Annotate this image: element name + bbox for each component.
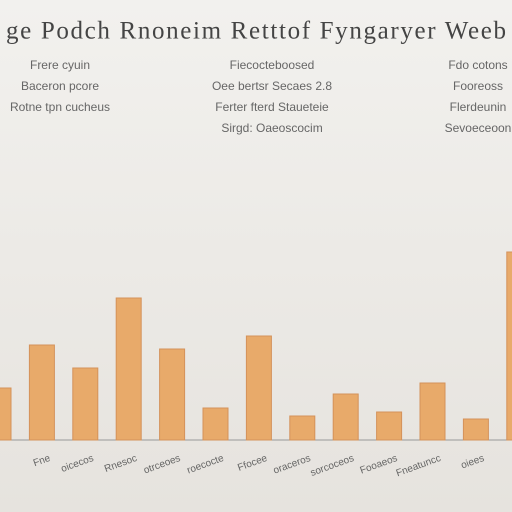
bar	[28, 344, 55, 441]
bar	[245, 335, 272, 441]
bar	[462, 418, 489, 441]
annotation: Frere cyuin	[30, 58, 90, 72]
annotation: Fiecocteboosed	[230, 58, 315, 72]
bar	[0, 387, 12, 441]
bar	[376, 411, 403, 441]
chart-title: ge Podch Rnoneim Retttof Fyngaryer Weeb	[6, 18, 506, 45]
annotation: Sirgd: Oaeoscocim	[221, 121, 322, 135]
annotation: Baceron pcore	[21, 79, 99, 93]
annotation: Sevoeceoon	[445, 121, 512, 135]
annotation: Oee bertsr Secaes 2.8	[212, 79, 332, 93]
bar	[202, 407, 229, 441]
bar	[289, 415, 316, 441]
annotation: Ferter fterd Staueteie	[215, 100, 329, 114]
bar	[419, 382, 446, 441]
bar	[72, 367, 99, 441]
annotation: Flerdeunin	[450, 100, 507, 114]
annotation: Fooreoss	[453, 79, 503, 93]
annotation: Rotne tpn cucheus	[10, 100, 110, 114]
bar	[506, 251, 512, 441]
annotation: Fdo cotons	[448, 58, 507, 72]
bar	[332, 393, 359, 441]
bar	[115, 297, 142, 441]
bar	[159, 348, 186, 441]
